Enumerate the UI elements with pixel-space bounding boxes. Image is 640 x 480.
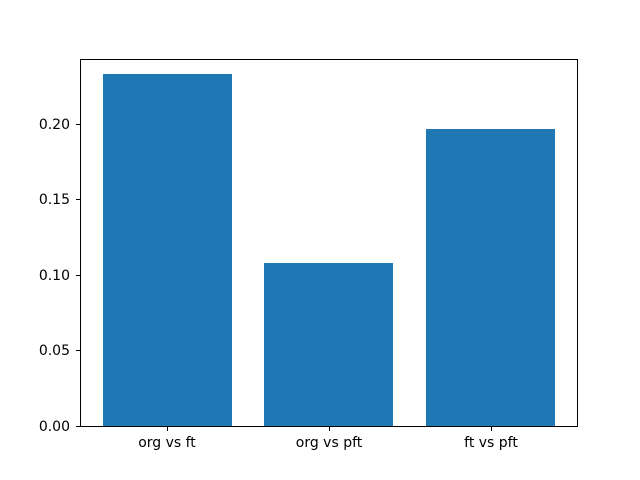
- y-tick-mark: [76, 199, 80, 200]
- y-tick-label: 0.05: [38, 343, 70, 359]
- y-tick-label: 0.20: [38, 117, 70, 133]
- bar-ft-vs-pft: [426, 129, 555, 426]
- y-tick-label: 0.00: [38, 419, 70, 435]
- y-tick-mark: [76, 426, 80, 427]
- y-tick-mark: [76, 275, 80, 276]
- bar-org-vs-pft: [264, 263, 393, 426]
- x-tick-label: org vs ft: [138, 435, 196, 451]
- x-tick-label: org vs pft: [295, 435, 363, 451]
- x-tick-mark: [491, 427, 492, 431]
- y-tick-mark: [76, 124, 80, 125]
- x-tick-mark: [167, 427, 168, 431]
- x-tick-mark: [329, 427, 330, 431]
- y-tick-label: 0.10: [38, 268, 70, 284]
- bar-org-vs-ft: [103, 74, 232, 426]
- y-tick-mark: [76, 350, 80, 351]
- y-tick-label: 0.15: [38, 192, 70, 208]
- x-tick-label: ft vs pft: [464, 435, 518, 451]
